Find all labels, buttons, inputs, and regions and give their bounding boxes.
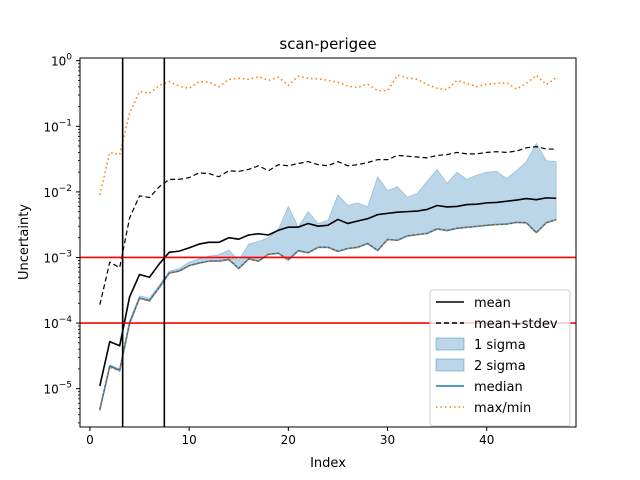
y-tick-label-4: 10−1 [43, 118, 72, 134]
legend-label-mean: mean [474, 296, 511, 311]
x-axis-label: Index [310, 456, 346, 471]
series-line-median [99, 218, 557, 410]
x-tick-label-20: 20 [281, 433, 296, 447]
y-axis-label: Uncertainty [17, 204, 32, 280]
legend-label-2-sigma: 2 sigma [474, 359, 526, 374]
axes: 0 10 20 30 40 10−5 10−4 10−3 10−2 10−1 100 [43, 53, 577, 447]
chart-title: scan-perigee [279, 35, 376, 53]
plot-area [80, 58, 576, 427]
x-tick-label-0: 0 [86, 433, 94, 447]
axes-frame [79, 57, 577, 428]
legend-swatch-2-sigma [435, 358, 465, 372]
y-tick-label-5: 100 [51, 53, 72, 69]
x-tick-label-30: 30 [380, 433, 395, 447]
legend-label-median: median [474, 380, 523, 395]
legend: mean mean+stdev 1 sigma 2 sigma median max/mi… [429, 289, 571, 427]
legend-label-mean-stdev: mean+stdev [474, 317, 558, 332]
series-line-mean-stdev [99, 146, 557, 305]
legend-label-1-sigma: 1 sigma [474, 338, 526, 353]
plot-content [80, 58, 576, 427]
y-tick-label-3: 10−2 [43, 184, 72, 200]
y-tick-label-1: 10−4 [43, 315, 72, 331]
legend-label-max-min: max/min [474, 401, 531, 416]
x-tick-label-40: 40 [479, 433, 494, 447]
x-tick-label-10: 10 [181, 433, 196, 447]
y-tick-label-2: 10−3 [43, 249, 72, 265]
series-line-mean [99, 197, 557, 387]
y-tick-label-0: 10−5 [43, 381, 72, 397]
legend-box [429, 289, 571, 427]
legend-swatch-1-sigma [435, 337, 465, 351]
